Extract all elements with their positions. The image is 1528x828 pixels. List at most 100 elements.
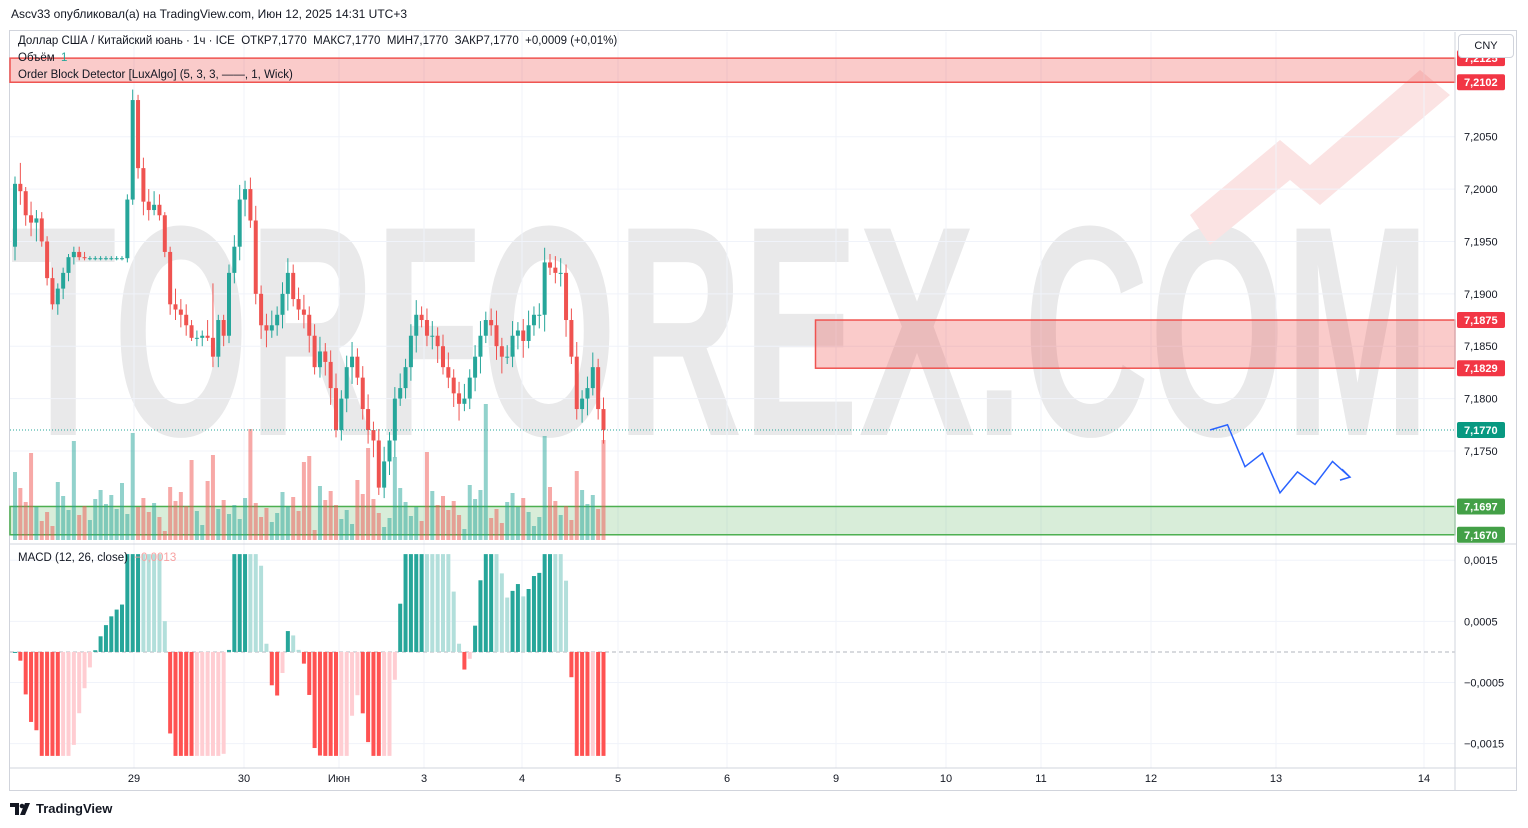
macd-bar xyxy=(200,651,205,756)
candle-body xyxy=(569,320,574,357)
volume-legend[interactable]: Объём 1 xyxy=(18,52,67,64)
chart-frame[interactable] xyxy=(9,30,1517,791)
candle-body xyxy=(441,346,445,368)
macd-bar xyxy=(259,565,264,652)
macd-bar xyxy=(510,590,515,652)
candle-body xyxy=(39,218,44,242)
volume-bar xyxy=(558,515,563,540)
volume-bar xyxy=(531,526,536,540)
candle-body xyxy=(184,314,189,326)
candle-body xyxy=(553,267,558,273)
macd-bar xyxy=(564,580,569,652)
macd-bar xyxy=(71,651,76,745)
candle-body xyxy=(494,325,499,347)
candle-body xyxy=(344,367,349,399)
candle-body xyxy=(521,330,526,341)
macd-bar xyxy=(29,651,34,722)
indicator-name[interactable]: Order Block Detector [LuxAlgo] (5, 3, 3,… xyxy=(18,69,293,81)
footer-brand-text: TradingView xyxy=(36,801,113,816)
volume-bar xyxy=(382,527,387,540)
macd-bar xyxy=(360,651,365,714)
volume-bars xyxy=(13,404,606,540)
macd-axis[interactable]: 0,0015 0,0005 −0,0005 −0,0015 xyxy=(1464,555,1504,750)
candle-body xyxy=(189,325,194,338)
candle-body xyxy=(248,189,253,221)
volume-bar xyxy=(50,526,55,540)
candle-body xyxy=(424,320,429,336)
macd-bar xyxy=(430,554,435,652)
candle-body xyxy=(548,262,552,268)
candle-body xyxy=(317,351,322,368)
indicator-legend[interactable]: Order Block Detector [LuxAlgo] (5, 3, 3,… xyxy=(18,69,293,81)
price-axis[interactable]: 7,2050 7,2000 7,1950 7,1900 7,1850 7,1800 7,17… xyxy=(1457,50,1505,543)
volume-bar xyxy=(510,493,515,540)
price-label-text: 7,1770 xyxy=(1464,425,1498,437)
macd-tick-label: −0,0005 xyxy=(1464,678,1504,690)
time-tick-label: 3 xyxy=(421,773,427,785)
ohlc-low: МИН7,1770 xyxy=(386,35,449,47)
volume-bar xyxy=(580,490,585,540)
volume-bar xyxy=(435,505,440,540)
macd-bar xyxy=(590,651,595,756)
volume-bar xyxy=(248,429,253,540)
candle-body xyxy=(392,398,397,441)
macd-bar xyxy=(114,609,119,652)
macd-bar xyxy=(462,651,467,670)
macd-label[interactable]: MACD (12, 26, close) xyxy=(18,552,128,564)
candle-body xyxy=(285,272,290,294)
candle-body xyxy=(457,393,462,404)
candle-body xyxy=(355,356,360,378)
candle-body xyxy=(77,251,82,258)
currency-button[interactable]: CNY xyxy=(1458,34,1514,58)
macd-legend[interactable]: MACD (12, 26, close) −0,0013 xyxy=(18,552,176,564)
candle-body xyxy=(489,320,494,326)
candles[interactable] xyxy=(13,89,606,499)
macd-bar xyxy=(152,554,157,652)
symbol-name[interactable]: Доллар США / Китайский юань · 1ч · ICE xyxy=(18,35,235,47)
macd-bar xyxy=(221,651,226,754)
time-tick-label: 14 xyxy=(1418,773,1430,785)
candle-body xyxy=(120,258,124,260)
candle-body xyxy=(499,346,504,357)
volume-bar xyxy=(109,495,114,540)
price-tick-label: 7,1750 xyxy=(1464,446,1498,458)
macd-bar xyxy=(173,651,178,756)
symbol-legend[interactable]: Доллар США / Китайский юань · 1ч · ICE О… xyxy=(18,35,617,47)
ohlc-open: ОТКР7,1770 xyxy=(241,35,307,47)
macd-tick-label: 0,0005 xyxy=(1464,616,1498,628)
volume-bar xyxy=(569,520,574,540)
volume-bar xyxy=(87,520,92,540)
volume-bar xyxy=(253,503,258,540)
footer-brand[interactable]: TradingView xyxy=(10,801,112,816)
macd-bar xyxy=(526,589,531,652)
ohlc-change: +0,0009 (+0,01%) xyxy=(525,35,618,47)
volume-bar xyxy=(590,495,595,540)
projection-path xyxy=(1209,423,1351,495)
macd-bar xyxy=(446,554,451,652)
macd-bar xyxy=(473,625,478,652)
volume-bar xyxy=(317,486,322,540)
volume-bar xyxy=(467,485,472,540)
time-axis[interactable]: 29 30 Июн 3 4 5 6 9 10 11 12 13 14 xyxy=(10,32,1517,790)
candle-body xyxy=(168,251,173,305)
volume-bar xyxy=(344,510,349,540)
candle-body xyxy=(162,215,167,252)
volume-bar xyxy=(18,488,23,540)
time-tick-label: 5 xyxy=(615,773,621,785)
volume-bar xyxy=(285,506,290,540)
projection-arrow xyxy=(1209,423,1352,495)
price-label-bear xyxy=(1457,360,1505,377)
macd-bar xyxy=(82,651,87,689)
volume-label[interactable]: Объём xyxy=(18,52,55,64)
candle-body xyxy=(419,314,424,321)
volume-bar xyxy=(505,502,510,540)
candle-body xyxy=(87,258,92,260)
volume-bar xyxy=(173,501,178,540)
candle-body xyxy=(152,204,157,211)
candle-body xyxy=(435,335,440,347)
price-label-last xyxy=(1457,422,1505,439)
volume-bar xyxy=(194,511,199,540)
macd-bar xyxy=(227,649,231,652)
volume-bar xyxy=(473,499,478,540)
